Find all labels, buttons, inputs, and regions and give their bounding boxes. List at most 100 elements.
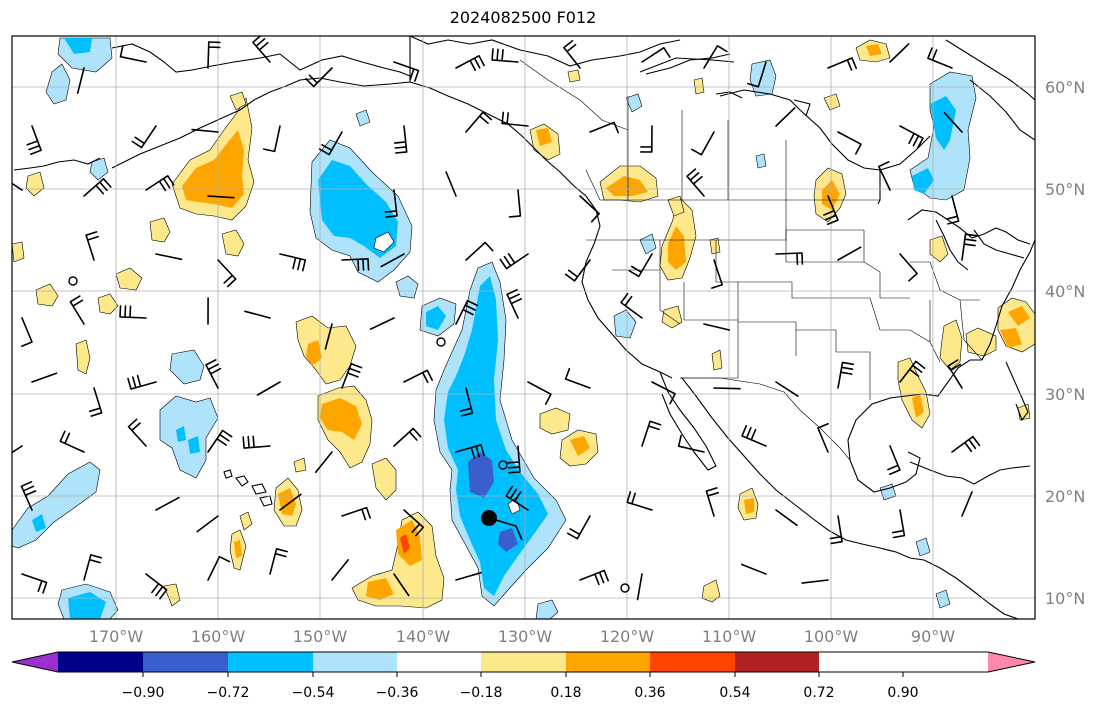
lon-label: 90°W — [911, 627, 955, 646]
wind-barb — [564, 259, 591, 282]
calm-wind-circles — [68, 276, 630, 593]
wind-barb — [127, 374, 157, 390]
wind-barb — [891, 509, 906, 539]
wind-barb — [563, 40, 581, 69]
wind-barb — [527, 381, 552, 405]
wind-barb — [324, 323, 333, 350]
wind-barb — [775, 381, 799, 397]
wind-barb — [76, 67, 85, 94]
wind-barb — [341, 506, 371, 521]
colorbar-segment — [313, 652, 397, 672]
wind-barb — [207, 429, 233, 453]
wind-barb — [393, 573, 410, 597]
colorbar-segment — [566, 652, 650, 672]
wind-barb — [945, 195, 960, 225]
colorbar-tick-label: −0.18 — [460, 685, 503, 701]
wind-barb — [878, 161, 891, 191]
wind-barb — [31, 372, 58, 383]
wind-barb — [686, 168, 705, 197]
wind-barb — [801, 579, 829, 584]
colorbar-tick-label: 0.54 — [719, 685, 750, 701]
wind-barb — [455, 571, 482, 581]
lat-label: 20°N — [1045, 487, 1085, 506]
wind-barb — [341, 258, 370, 272]
wind-barb — [393, 125, 408, 154]
coastlines — [13, 36, 1035, 619]
lon-label: 120°W — [600, 627, 655, 646]
lon-label: 140°W — [396, 627, 451, 646]
wind-barb — [961, 491, 973, 517]
wind-barb — [269, 548, 288, 575]
wind-barb — [131, 125, 157, 149]
colorbar-extend-low — [12, 652, 58, 672]
wind-barb — [626, 491, 653, 511]
wind-barb — [837, 246, 862, 261]
wind-barb — [403, 509, 425, 537]
wind-barb — [279, 253, 307, 272]
wind-barb — [455, 444, 485, 459]
wind-barb — [564, 367, 591, 389]
wind-barb — [651, 381, 676, 405]
wind-barb — [817, 423, 829, 453]
colorbar-tick-label: 0.90 — [887, 685, 918, 701]
wind-barb — [393, 427, 422, 447]
wind-barb — [279, 493, 302, 511]
colorbar-tick-label: 0.36 — [634, 685, 665, 701]
storm-wind-barb — [488, 517, 523, 541]
wind-barb — [775, 252, 804, 265]
wind-barb — [943, 112, 963, 133]
wind-barb — [127, 418, 147, 447]
lat-label: 10°N — [1045, 589, 1085, 608]
field-light-yellow — [12, 39, 1035, 609]
colorbar-segment — [228, 652, 313, 672]
wind-barb — [465, 111, 493, 133]
colorbar-segment — [397, 652, 481, 672]
wind-barb — [579, 195, 600, 223]
wind-barb — [829, 515, 843, 545]
wind-barb — [566, 515, 591, 540]
wind-barb — [640, 125, 653, 153]
wind-barb — [305, 67, 333, 88]
wind-barb — [947, 359, 963, 389]
wind-barb — [459, 387, 474, 417]
lon-label: 130°W — [498, 627, 553, 646]
lon-label: 110°W — [702, 627, 757, 646]
wind-barb — [207, 41, 221, 69]
wind-barb — [21, 573, 48, 594]
colorbar-segment — [735, 652, 819, 672]
wind-barb — [775, 509, 798, 527]
wind-barb — [506, 289, 522, 319]
wind-barb — [196, 515, 219, 533]
wind-barb — [508, 189, 522, 218]
wind-barb — [12, 182, 23, 191]
political-borders — [519, 59, 983, 461]
wind-barb — [465, 241, 494, 261]
wind-barb — [589, 121, 619, 134]
wind-barb — [501, 111, 529, 127]
field-blue — [32, 38, 956, 619]
wind-barb — [119, 305, 147, 319]
colorbar-segment — [58, 652, 143, 672]
lon-label: 150°W — [293, 627, 348, 646]
gridlines — [12, 36, 1035, 619]
wind-barb — [775, 107, 796, 127]
wind-barb — [741, 563, 767, 575]
wind-barb — [620, 292, 643, 319]
wind-barb — [899, 360, 926, 383]
colorbar-segment — [143, 652, 228, 672]
colorbar-tick-label: 0.72 — [803, 685, 834, 701]
lat-label: 60°N — [1045, 78, 1085, 97]
wind-barb — [119, 45, 147, 63]
wind-barb — [491, 48, 519, 63]
wind-barb — [455, 299, 479, 325]
wind-barb — [205, 359, 222, 389]
colorbar — [11, 651, 1036, 677]
wind-barb — [887, 445, 901, 475]
wind-barb — [256, 381, 281, 396]
colorbar-extend-high — [988, 652, 1035, 672]
wind-barb — [59, 430, 85, 453]
wind-barb — [145, 573, 168, 600]
wind-barb — [20, 481, 37, 511]
field-royal-blue — [468, 452, 518, 552]
